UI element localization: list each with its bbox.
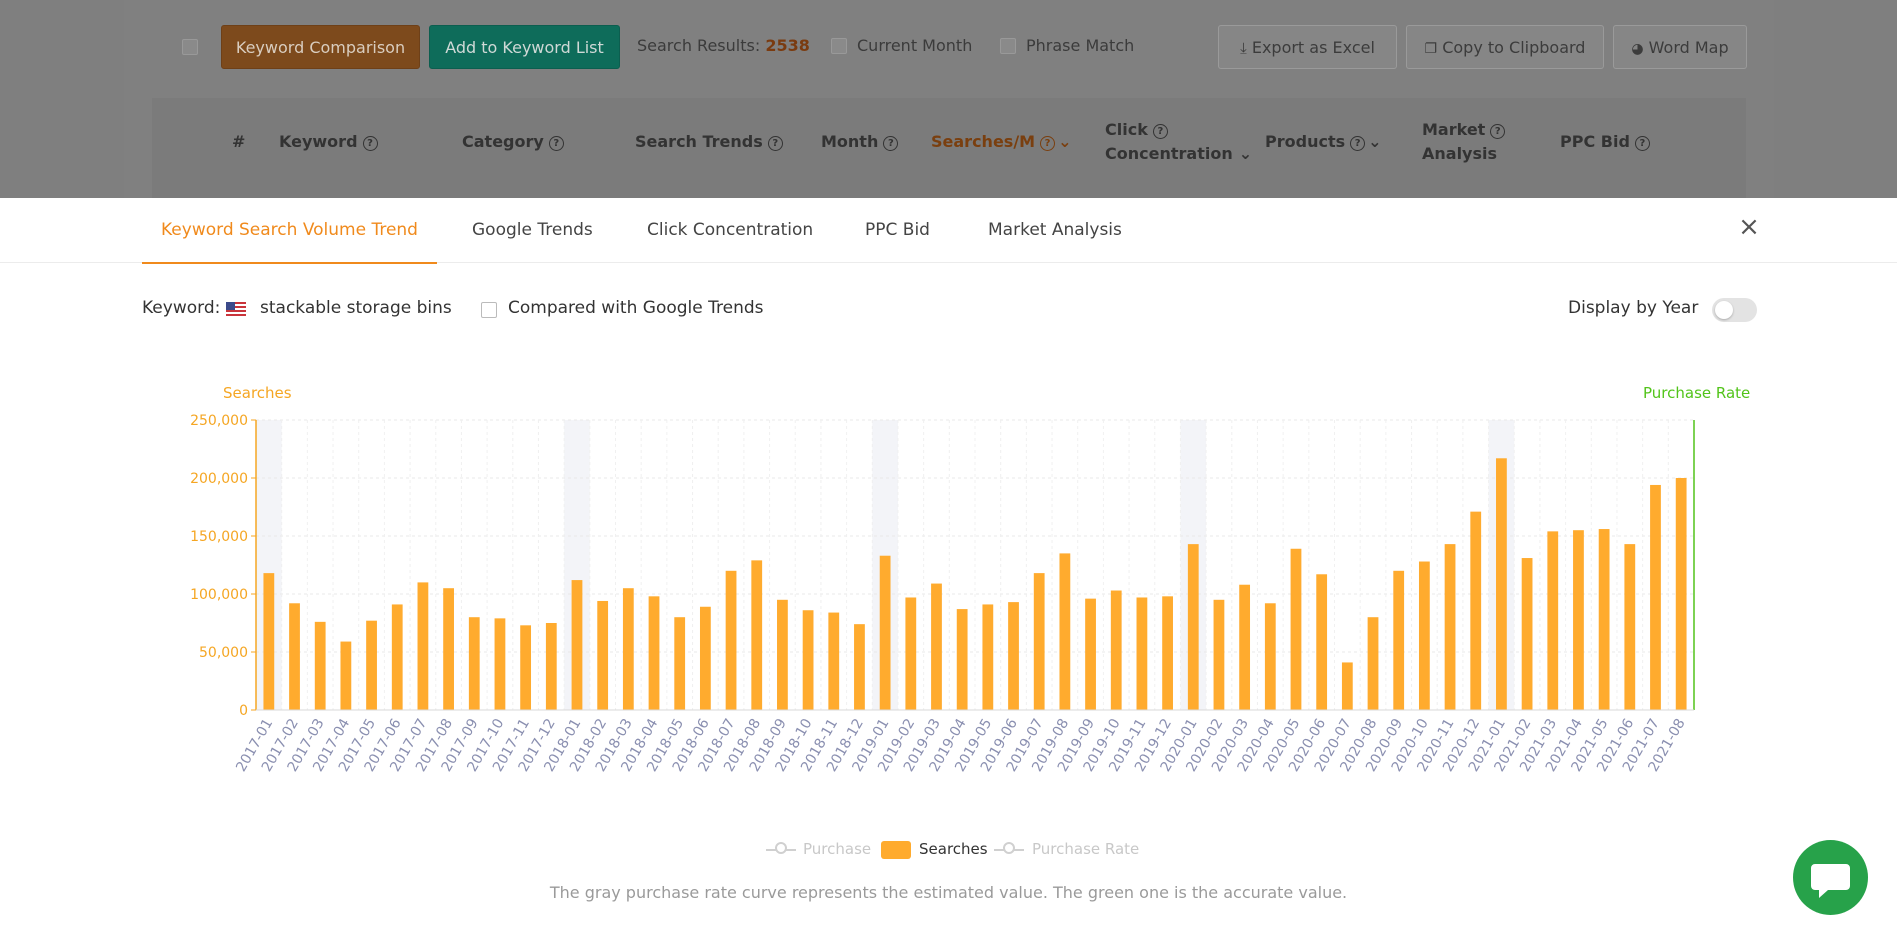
legend-purchase[interactable]: Purchase <box>803 840 872 858</box>
keyword-value: stackable storage bins <box>260 298 452 318</box>
chevron-down-icon[interactable]: ⌄ <box>1368 132 1382 151</box>
keyword-comparison-button[interactable]: Keyword Comparison <box>221 25 420 69</box>
copy-clipboard-button[interactable]: ❐ Copy to Clipboard <box>1406 25 1604 69</box>
column-header-searches[interactable]: Searches/M? ⌄ <box>931 130 1071 154</box>
legend-purchase-marker <box>775 842 787 854</box>
table-header <box>152 98 1746 198</box>
compare-google-trends-checkbox[interactable] <box>481 302 497 318</box>
background-page: Keyword Comparison Add to Keyword List S… <box>0 0 1897 198</box>
us-flag-icon <box>226 302 246 316</box>
tab-label: Google Trends <box>472 220 593 240</box>
column-header-search-trends[interactable]: Search Trends? <box>635 130 783 154</box>
legend-searches[interactable]: Searches <box>919 840 988 858</box>
help-icon[interactable]: ? <box>1634 136 1650 151</box>
column-header-ppc-bid-label: PPC Bid <box>1560 132 1630 151</box>
column-header-click-label: Click <box>1105 120 1148 139</box>
legend-searches-swatch <box>881 841 911 859</box>
tab-google-trends[interactable]: Google Trends <box>472 198 593 262</box>
column-header-category[interactable]: Category? <box>462 130 564 154</box>
help-icon[interactable]: ? <box>1490 124 1506 139</box>
column-header-search-trends-label: Search Trends <box>635 132 763 151</box>
tab-ppc-bid[interactable]: PPC Bid <box>865 198 930 262</box>
column-header-market-analysis[interactable]: Market? Analysis <box>1422 118 1506 166</box>
display-by-year-toggle[interactable] <box>1712 298 1757 322</box>
legend-purchase-rate-marker <box>1003 842 1015 854</box>
phrase-match-label: Phrase Match <box>1026 36 1135 55</box>
download-icon: ⤓ <box>1240 39 1247 57</box>
purchase-rate-footnote: The gray purchase rate curve represents … <box>549 883 1348 902</box>
column-header-products[interactable]: Products? ⌄ <box>1265 130 1382 154</box>
column-header-index: # <box>232 132 246 151</box>
column-header-keyword-label: Keyword <box>279 132 358 151</box>
tab-click-concentration[interactable]: Click Concentration <box>647 198 813 262</box>
help-icon[interactable]: ? <box>1350 136 1366 151</box>
column-header-market-label: Market <box>1422 120 1486 139</box>
y2-axis-title: Purchase Rate <box>1643 384 1751 402</box>
current-month-label: Current Month <box>857 36 973 55</box>
modal-tabs: Keyword Search Volume Trend Google Trend… <box>0 198 1897 264</box>
phrase-match-checkbox[interactable] <box>1000 38 1016 54</box>
column-header-category-label: Category <box>462 132 544 151</box>
export-excel-button[interactable]: ⤓ Export as Excel <box>1218 25 1397 69</box>
tab-label: PPC Bid <box>865 220 930 240</box>
chevron-down-icon[interactable]: ⌄ <box>1238 144 1253 163</box>
pie-chart-icon: ◕ <box>1631 41 1644 57</box>
column-header-searches-label: Searches/M <box>931 132 1036 151</box>
tab-market-analysis[interactable]: Market Analysis <box>988 198 1122 262</box>
column-header-analysis-label: Analysis <box>1422 144 1498 163</box>
tab-label: Market Analysis <box>988 220 1122 240</box>
help-icon[interactable]: ? <box>767 136 783 151</box>
search-results-label: Search Results: <box>637 36 761 55</box>
tab-label: Click Concentration <box>647 220 814 240</box>
column-header-ppc-bid[interactable]: PPC Bid? <box>1560 130 1650 154</box>
column-header-month-label: Month <box>821 132 879 151</box>
keyword-label: Keyword: <box>142 298 221 318</box>
chat-bubble-icon <box>1811 864 1850 898</box>
word-map-label: Word Map <box>1648 38 1729 57</box>
help-icon[interactable]: ? <box>548 136 564 151</box>
sort-desc-icon[interactable]: ⌄ <box>1058 132 1072 151</box>
word-map-button[interactable]: ◕ Word Map <box>1613 25 1747 69</box>
help-icon[interactable]: ? <box>883 136 899 151</box>
search-results-text: Search Results: 2538 <box>637 36 810 55</box>
export-excel-label: Export as Excel <box>1251 38 1375 57</box>
help-icon[interactable]: ? <box>1152 124 1168 139</box>
legend-purchase-rate[interactable]: Purchase Rate <box>1032 840 1140 858</box>
search-results-count: 2538 <box>765 36 810 55</box>
display-by-year-label: Display by Year <box>1568 298 1699 318</box>
column-header-products-label: Products <box>1265 132 1346 151</box>
add-to-keyword-list-button[interactable]: Add to Keyword List <box>429 25 620 69</box>
y-axis-title: Searches <box>223 384 292 402</box>
close-icon[interactable]: × <box>1738 212 1760 242</box>
column-header-keyword[interactable]: Keyword? <box>279 130 378 154</box>
column-header-click-concentration[interactable]: Click? Concentration ⌄ <box>1105 118 1252 166</box>
select-all-checkbox[interactable] <box>182 39 198 55</box>
column-header-concentration-label: Concentration <box>1105 144 1233 163</box>
copy-icon: ❐ <box>1424 41 1438 57</box>
toggle-knob <box>1715 301 1733 319</box>
chat-button[interactable] <box>1793 840 1868 915</box>
keyword-trend-modal: Keyword Search Volume Trend Google Trend… <box>0 198 1897 938</box>
column-header-month[interactable]: Month? <box>821 130 899 154</box>
help-icon[interactable]: ? <box>1040 136 1056 151</box>
tab-label: Keyword Search Volume Trend <box>161 220 418 240</box>
copy-clipboard-label: Copy to Clipboard <box>1442 38 1586 57</box>
compare-google-trends-label: Compared with Google Trends <box>508 298 764 318</box>
tab-keyword-search-volume-trend[interactable]: Keyword Search Volume Trend <box>142 198 437 264</box>
help-icon[interactable]: ? <box>362 136 378 151</box>
current-month-checkbox[interactable] <box>831 38 847 54</box>
